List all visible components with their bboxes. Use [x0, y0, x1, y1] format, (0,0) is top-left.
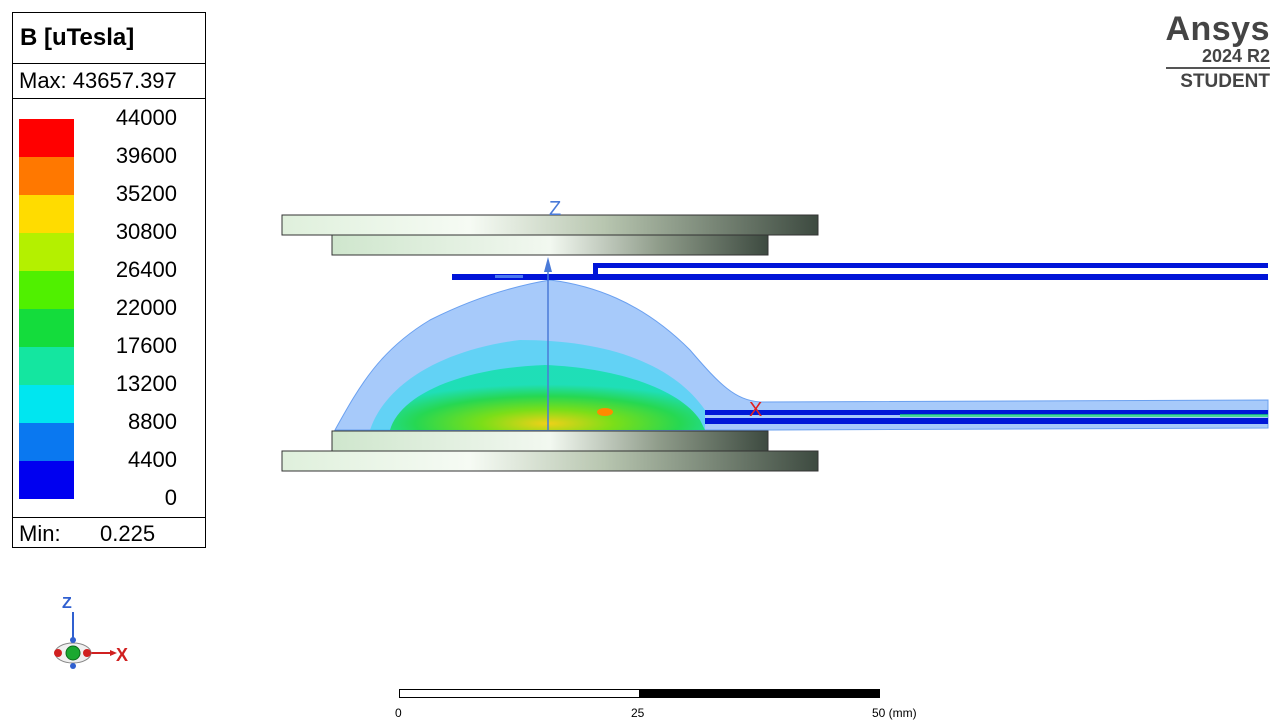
legend-tick: 30800: [115, 219, 177, 244]
triad-x-arrow: [110, 650, 117, 656]
lower-conductor-bottom: [705, 418, 1268, 424]
lower-conductor-field: [900, 414, 1268, 417]
legend-min-label: Min:: [19, 521, 61, 546]
legend-swatch-8: [19, 385, 74, 423]
upper-conductor: [595, 263, 1268, 268]
scale-label-0: 0: [395, 706, 402, 720]
legend-tick: 22000: [115, 295, 177, 320]
legend-swatch-7: [19, 347, 74, 385]
conductor-riser: [593, 263, 598, 277]
legend-min: Min: 0.225: [13, 518, 205, 549]
legend-swatch-4: [19, 233, 74, 271]
triad-z-label: Z: [62, 595, 72, 612]
legend-tick: 35200: [115, 181, 177, 206]
legend-tick: 8800: [128, 409, 177, 434]
triad-z-pos: [70, 637, 76, 643]
z-axis-label: Z: [549, 198, 561, 220]
triad-x-label: X: [116, 645, 128, 665]
legend-min-value: 0.225: [100, 521, 156, 546]
legend-tick: 4400: [128, 447, 177, 472]
scale-bar-segment-dark: [639, 689, 880, 698]
z-axis-arrow: [544, 257, 552, 272]
legend-tick: 0: [164, 485, 177, 510]
scale-bar-segment-light: [399, 689, 639, 698]
triad-z-neg: [70, 663, 76, 669]
legend-tick: 17600: [115, 333, 177, 358]
triad-x-neg: [54, 649, 62, 657]
legend-swatch-6: [19, 309, 74, 347]
field-hotspot: [597, 408, 613, 416]
legend-max: Max: 43657.397: [13, 64, 205, 99]
top-inner-plate: [331, 234, 769, 256]
legend-tick: 13200: [115, 371, 177, 396]
scale-label-50: 50 (mm): [872, 706, 917, 720]
conductor-highlight: [495, 275, 523, 278]
orientation-triad[interactable]: Z X: [48, 590, 138, 680]
legend-swatch-3: [19, 195, 74, 233]
color-legend: B [uTesla] Max: 43657.397 44000 39600 35…: [12, 12, 206, 548]
bottom-inner-plate: [331, 430, 769, 452]
legend-swatch-1: [19, 119, 74, 157]
legend-swatch-9: [19, 423, 74, 461]
ansys-brand: Ansys 2024 R2 STUDENT: [1165, 12, 1270, 95]
scale-label-25: 25: [631, 706, 645, 720]
triad-y-ball: [65, 645, 81, 661]
legend-swatch-5: [19, 271, 74, 309]
brand-version: 2024 R2: [1166, 46, 1270, 69]
legend-tick: 44000: [115, 105, 177, 130]
legend-scale: 44000 39600 35200 30800 26400 22000 1760…: [13, 99, 205, 518]
bottom-outer-plate: [281, 450, 819, 472]
legend-title: B [uTesla]: [13, 13, 205, 64]
lower-conductor-top: [705, 410, 1268, 415]
top-conductor: [452, 274, 1268, 280]
legend-tick: 39600: [115, 143, 177, 168]
scale-bar: 0 25 50 (mm): [380, 685, 940, 720]
legend-swatch-2: [19, 157, 74, 195]
brand-edition: STUDENT: [1180, 71, 1270, 92]
legend-swatch-10: [19, 461, 74, 499]
brand-name: Ansys: [1165, 10, 1270, 48]
triad-x-pos: [83, 649, 91, 657]
x-axis-label: X: [749, 399, 762, 421]
legend-tick: 26400: [115, 257, 177, 282]
